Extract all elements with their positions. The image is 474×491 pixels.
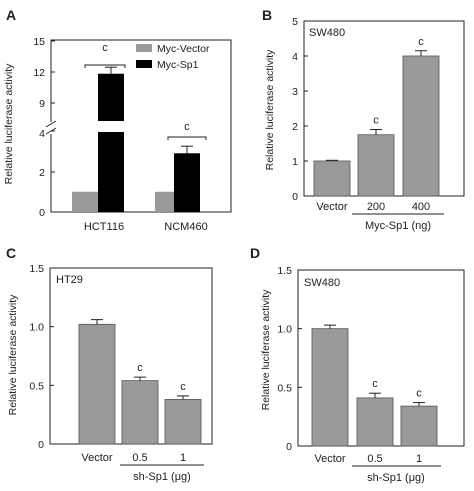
legend-label-vector: Myc-Vector [157, 43, 210, 55]
panel-b-ytick: 2 [292, 121, 298, 133]
bar-myc-sp1-ncm460 [174, 153, 200, 212]
panel-b-ytick: 1 [292, 156, 298, 168]
panel-b-categories: Vector 200 400 [316, 201, 430, 213]
panel-a-ytick: 0 [39, 207, 45, 219]
panel-c-ytick: 0.5 [29, 380, 44, 392]
bar-myc-vector-hct116 [72, 191, 98, 212]
category-label: 400 [412, 201, 430, 213]
sig-label: c [373, 115, 379, 127]
panel-a-yticks: 0 2 4 9 12 15 [33, 36, 55, 219]
panel-c-categories: Vector 0.5 1 [81, 452, 186, 464]
bar-vector [311, 328, 349, 447]
panel-a-axis-break [44, 120, 58, 135]
panel-c-group-label: sh-Sp1 (μg) [133, 471, 191, 483]
category-label: 0.5 [367, 453, 382, 465]
category-label: Vector [81, 452, 113, 464]
sig-label: c [418, 36, 424, 48]
panel-d-cell-line: SW480 [304, 277, 340, 289]
panel-a-ytick: 9 [39, 98, 45, 110]
panel-b-ytick: 5 [292, 16, 298, 28]
panel-a-ytick: 12 [33, 67, 45, 79]
bar-400 [402, 55, 440, 197]
sig-label-hct116: c [102, 42, 108, 54]
panel-letter-a: A [6, 7, 16, 23]
panel-b-group-label: Myc-Sp1 (ng) [365, 220, 431, 232]
panel-b-bars: cc [313, 36, 440, 197]
panel-c-ytick: 0 [38, 439, 44, 451]
bar-break-gap [97, 121, 126, 132]
panel-d-categories: Vector 0.5 1 [314, 453, 422, 465]
sig-label: c [372, 378, 378, 390]
panel-d-ylabel: Relative luciferase activity [260, 289, 272, 411]
panel-a-brackets: c c [84, 42, 207, 140]
panel-c-yticks: 0 0.5 1.0 1.5 [29, 263, 54, 451]
panel-a-legend: Myc-Vector Myc-Sp1 [136, 43, 210, 71]
bar-0.5 [356, 397, 394, 447]
panel-a-bars [72, 66, 200, 213]
legend-swatch-sp1 [136, 60, 152, 68]
panel-b-ytick: 4 [292, 51, 298, 63]
category-label: 1 [180, 452, 186, 464]
panel-a-ylabel: Relative luciferase activity [3, 63, 15, 185]
panel-b-yticks: 0 1 2 3 4 5 [292, 16, 308, 203]
panel-d-ytick: 0.5 [277, 382, 292, 394]
category-label: 1 [416, 453, 422, 465]
panel-a-ytick: 4 [39, 128, 45, 140]
panel-d-ytick: 1.0 [277, 324, 292, 336]
category-label: 0.5 [132, 452, 147, 464]
bar-vector [313, 160, 351, 197]
bar-myc-sp1-hct116 [98, 73, 124, 213]
panel-d-ytick: 0 [286, 441, 292, 453]
panel-a-ytick: 2 [39, 167, 45, 179]
bar-200 [357, 134, 395, 197]
panel-d: D Relative luciferase activity SW480 0 0.… [250, 245, 465, 484]
panel-letter-d: D [250, 245, 260, 261]
legend-label-sp1: Myc-Sp1 [157, 59, 199, 71]
panel-b-ytick: 0 [292, 191, 298, 203]
panel-d-bars: cc [311, 324, 438, 447]
sig-label: c [137, 362, 143, 374]
sig-label: c [416, 388, 422, 400]
bar-0.5 [121, 380, 159, 445]
panel-c-ytick: 1.5 [29, 263, 44, 275]
panel-c-ylabel: Relative luciferase activity [7, 294, 19, 416]
sig-label-ncm460: c [184, 121, 190, 133]
bracket-ncm460 [167, 136, 207, 140]
panel-d-ytick: 1.5 [277, 265, 292, 277]
panel-d-yticks: 0 0.5 1.0 1.5 [277, 265, 302, 453]
panel-a-category: HCT116 [84, 221, 124, 233]
panel-letter-b: B [262, 7, 272, 23]
panel-c-ytick: 1.0 [29, 322, 44, 334]
bar-1 [164, 399, 202, 445]
panel-a-ytick: 15 [33, 36, 45, 48]
panel-a-category: NCM460 [164, 221, 207, 233]
panel-d-group-label: sh-Sp1 (μg) [367, 472, 425, 484]
panel-b-ytick: 3 [292, 86, 298, 98]
category-label: Vector [314, 453, 346, 465]
bracket-hct116 [84, 64, 126, 68]
panel-letter-c: C [6, 245, 16, 261]
bar-vector [78, 323, 116, 445]
legend-swatch-vector [136, 44, 152, 52]
category-label: 200 [367, 201, 385, 213]
panel-c-cell-line: HT29 [56, 274, 83, 286]
panel-b: B Relative luciferase activity SW480 0 1 2… [262, 7, 465, 232]
panel-a: A Relative luciferase activity 0 2 4 9 1… [3, 7, 232, 233]
panel-c: C Relative luciferase activity HT29 0 0.5… [6, 245, 213, 483]
sig-label: c [180, 381, 186, 393]
panel-b-ylabel: Relative luciferase activity [264, 49, 276, 171]
panel-b-cell-line: SW480 [309, 27, 345, 39]
category-label: Vector [316, 201, 348, 213]
panel-c-bars: cc [78, 319, 202, 445]
bar-1 [400, 405, 438, 447]
